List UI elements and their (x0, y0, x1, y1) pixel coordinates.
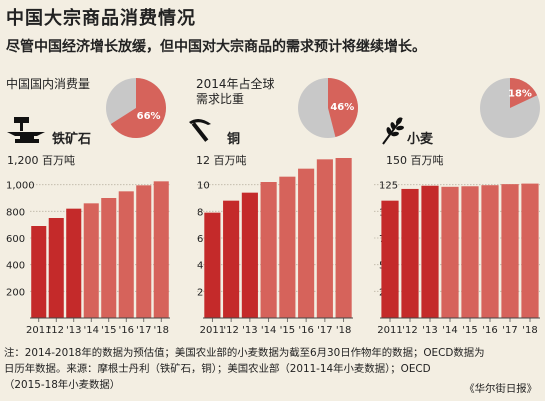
bar (335, 158, 352, 318)
y-tick-label: 600 (6, 234, 25, 245)
source-credit: 《华尔街日报》 (464, 383, 537, 395)
x-tick-label: '16 (119, 325, 134, 336)
x-tick-label: 2011 (377, 325, 402, 336)
bar (241, 192, 258, 318)
x-tick-label: '13 (242, 325, 257, 336)
y-tick-label: 800 (6, 207, 25, 218)
bar (461, 186, 479, 318)
x-tick-label: 2011 (26, 325, 51, 336)
domestic-consumption-label: 中国国内消费量 (6, 77, 91, 91)
x-tick-label: '15 (101, 325, 116, 336)
wheat-label: 小麦 (407, 132, 434, 147)
wheat-bar-chart: 2550751001252011'12'13'14'15'16'17'18 (374, 181, 540, 336)
x-tick-label: '13 (422, 325, 437, 336)
x-tick-label: '12 (402, 325, 417, 336)
pie-share-label: 66% (137, 111, 161, 122)
global-share-label-line1: 2014年占全球 (196, 77, 275, 91)
pie-share-label: 46% (330, 102, 354, 113)
x-tick-label: '16 (482, 325, 497, 336)
iron-ore-label: 铁矿石 (52, 132, 92, 147)
x-tick-label: '17 (136, 325, 151, 336)
bar (101, 198, 117, 318)
pie-share-slice (510, 78, 538, 108)
x-tick-label: '16 (298, 325, 313, 336)
pie-share-label: 18% (508, 88, 532, 99)
anvil-hammer-icon (7, 117, 45, 143)
pie-share-slice (110, 78, 166, 138)
footnote-line-1: 注：2014-2018年的数据为预估值；美国农业部的小麦数据为截至6月30日作物… (4, 347, 485, 359)
y-tick-label: 200 (6, 287, 25, 298)
copper-bar-chart: 2 4 6 8 10 2011'12 '13 '14 '15'16 '17 '18 (197, 158, 353, 336)
x-tick-label: '14 (442, 325, 457, 336)
y-tick-label: 125 (379, 181, 398, 192)
bar (31, 226, 47, 318)
x-tick-label: '14 (84, 325, 99, 336)
global-share-label-line2: 需求比重 (196, 92, 245, 106)
footnote-line-3: （2015-18年小麦数据） (4, 379, 121, 391)
bar (381, 200, 399, 318)
bar (48, 218, 64, 318)
copper-unit: 12 百万吨 (196, 154, 247, 167)
y-tick-label: 400 (6, 261, 25, 272)
pickaxe-icon (189, 118, 211, 142)
x-tick-label: '12 (49, 325, 64, 336)
x-tick-label: '13 (66, 325, 81, 336)
page-subtitle: 尽管中国经济增长放缓，但中国对大宗商品的需求预计将继续增长。 (6, 39, 426, 55)
bar (421, 185, 439, 318)
page-title: 中国大宗商品消费情况 (6, 8, 196, 29)
bar (401, 188, 419, 318)
pie-share-slice (328, 78, 358, 138)
iron-ore-unit: 1,200 百万吨 (7, 154, 75, 167)
x-tick-label: '18 (336, 325, 351, 336)
y-tick-label: 6 (197, 234, 203, 245)
x-tick-label: '12 (223, 325, 238, 336)
y-tick-label: 1,000 (6, 181, 35, 192)
copper-share-pie: 46% (298, 78, 358, 138)
x-tick-label: 2011 (200, 325, 225, 336)
y-tick-label: 2 (197, 287, 203, 298)
bar (521, 183, 539, 318)
y-tick-label: 10 (197, 181, 210, 192)
bar (118, 191, 134, 318)
x-tick-label: '17 (502, 325, 517, 336)
x-tick-label: '15 (280, 325, 295, 336)
footnote-line-2: 日历年数据。来源：摩根士丹利（铁矿石，铜）；美国农业部（2011-14年小麦数据… (4, 363, 431, 375)
bar (83, 203, 99, 318)
bar (223, 200, 240, 318)
x-tick-label: '18 (154, 325, 169, 336)
x-tick-label: '18 (522, 325, 537, 336)
iron-ore-share-pie: 66% (106, 78, 166, 138)
bar (501, 184, 519, 318)
bar (136, 185, 152, 318)
wheat-icon (382, 117, 404, 145)
y-tick-label: 4 (197, 261, 203, 272)
bar (316, 159, 333, 318)
iron-ore-bar-chart: 200 400 600 800 1,000 2011'12'13'14'15'16'17 '… (6, 181, 170, 336)
bar (204, 212, 221, 318)
x-tick-label: '14 (261, 325, 276, 336)
bar (66, 208, 82, 318)
bar (153, 181, 169, 318)
x-tick-label: '15 (462, 325, 477, 336)
bar (481, 185, 499, 318)
bar (298, 168, 315, 318)
bar (441, 186, 459, 318)
bar (260, 182, 277, 318)
wheat-unit: 150 百万吨 (386, 154, 444, 167)
x-tick-label: '17 (317, 325, 332, 336)
y-tick-label: 8 (197, 207, 203, 218)
copper-label: 铜 (227, 132, 241, 147)
bar (279, 176, 296, 318)
global-share-label: 2014年占全球 需求比重 (196, 77, 275, 107)
wheat-share-pie: 18% (480, 78, 540, 138)
